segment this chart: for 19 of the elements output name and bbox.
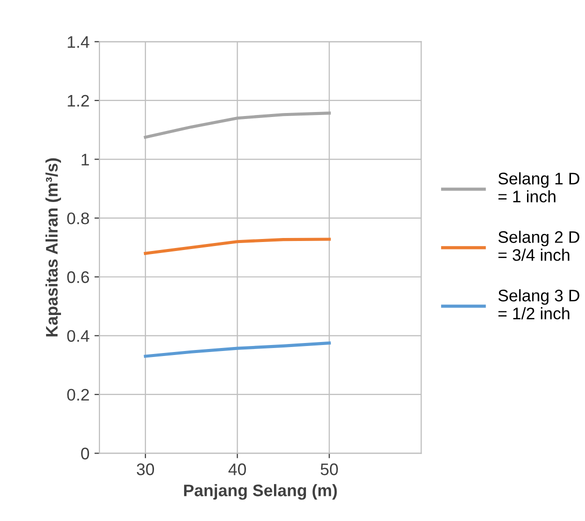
y-tick-label: 0 <box>81 448 90 460</box>
legend-label: Selang 2 D = 3/4 inch <box>498 230 580 261</box>
line-series <box>144 341 331 358</box>
y-tick-label: 0.4 <box>67 330 90 342</box>
y-tick-label: 0.2 <box>67 388 89 401</box>
line-series <box>144 238 331 255</box>
y-axis-title: Kapasitas Aliran (m³/s) <box>45 158 62 336</box>
y-tick-label: 0.6 <box>67 271 89 284</box>
y-tick-label: 0.8 <box>67 212 90 224</box>
x-tick-label: 50 <box>320 463 338 476</box>
legend-label: Selang 1 D = 1 inch <box>498 172 580 202</box>
legend-label: Selang 3 D = 1/2 inch <box>498 289 580 320</box>
x-tick-label: 30 <box>136 463 154 476</box>
y-tick-label: 1.2 <box>68 94 89 107</box>
y-tick-label: 1.4 <box>68 36 90 48</box>
line-series <box>144 112 331 139</box>
x-tick-label: 40 <box>228 463 246 476</box>
x-axis-title: Panjang Selang (m) <box>184 484 337 500</box>
y-tick-label: 1 <box>82 154 89 166</box>
